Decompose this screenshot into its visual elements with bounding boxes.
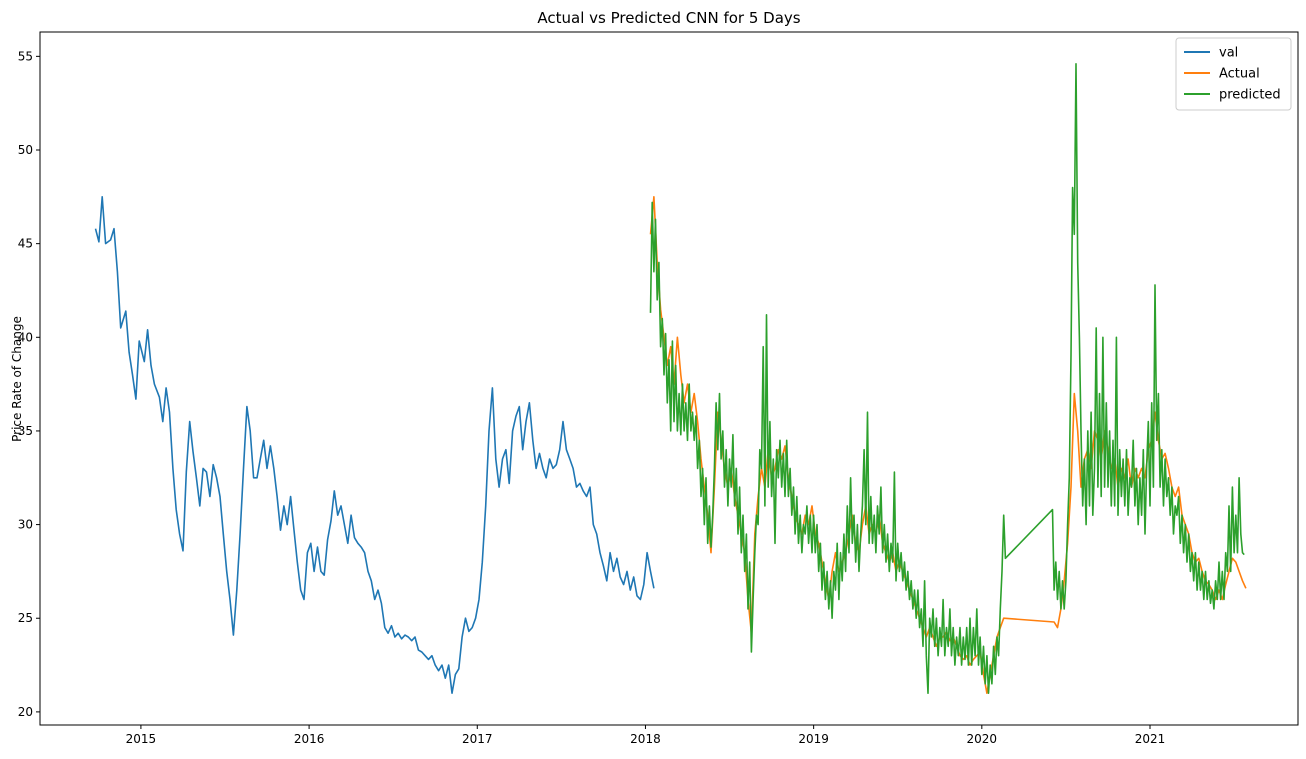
plot-frame bbox=[39, 31, 1299, 726]
legend: val Actual predicted bbox=[1175, 37, 1292, 111]
x-tick-label: 2020 bbox=[967, 732, 998, 746]
y-axis-label: Price Rate of Change bbox=[10, 316, 24, 442]
series-line-predicted bbox=[649, 62, 1245, 695]
y-axis: 20 25 30 35 40 45 50 55 bbox=[18, 49, 40, 719]
chart-title: Actual vs Predicted CNN for 5 Days bbox=[537, 9, 800, 27]
legend-box bbox=[1175, 37, 1292, 111]
legend-label: predicted bbox=[1219, 88, 1281, 103]
plot-lines bbox=[94, 62, 1247, 695]
y-tick-label: 25 bbox=[18, 611, 33, 625]
y-tick-label: 35 bbox=[18, 424, 33, 438]
y-tick-label: 45 bbox=[18, 237, 33, 251]
x-tick-label: 2018 bbox=[630, 732, 661, 746]
x-axis: 2015 2016 2017 2018 2019 2020 2021 bbox=[126, 725, 1166, 746]
series-line-val bbox=[94, 196, 655, 695]
y-tick-label: 55 bbox=[18, 49, 33, 63]
x-tick-label: 2015 bbox=[126, 732, 157, 746]
y-tick-label: 50 bbox=[18, 143, 33, 157]
legend-label: Actual bbox=[1219, 67, 1260, 82]
y-tick-label: 30 bbox=[18, 518, 33, 532]
x-tick-label: 2017 bbox=[462, 732, 493, 746]
x-tick-label: 2016 bbox=[294, 732, 325, 746]
x-tick-label: 2021 bbox=[1135, 732, 1166, 746]
x-tick-label: 2019 bbox=[798, 732, 829, 746]
y-tick-label: 20 bbox=[18, 705, 33, 719]
legend-label: val bbox=[1219, 46, 1238, 61]
y-tick-label: 40 bbox=[18, 330, 33, 344]
